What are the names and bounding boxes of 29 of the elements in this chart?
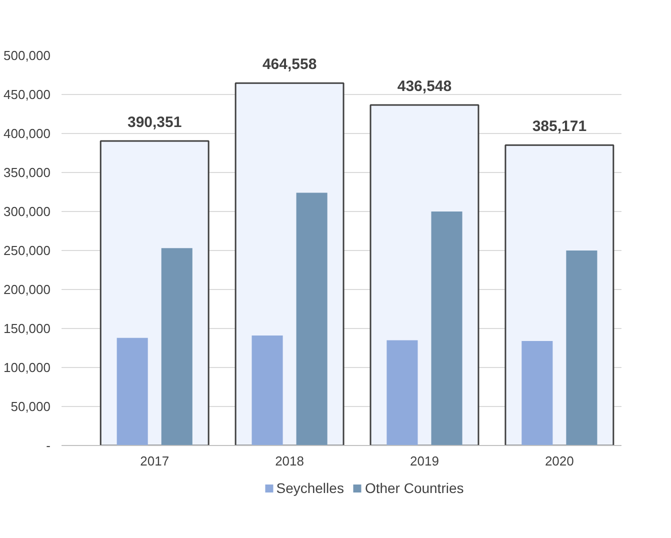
bar [252,336,283,446]
data-label: 385,171 [532,118,587,136]
x-tick-label: 2019 [410,454,439,468]
y-tick-label: 300,000 [4,204,51,219]
legend-label: Seychelles [276,480,344,496]
y-tick-label: 100,000 [4,360,51,375]
x-tick-label: 2020 [544,454,574,468]
bar [296,192,328,446]
y-tick-label: - [46,438,51,453]
data-label: 464,558 [262,56,317,74]
y-tick-label: 400,000 [4,126,51,141]
bar [116,338,148,446]
legend-label: Other Countries [364,480,464,496]
y-tick-label: 150,000 [4,321,51,336]
y-tick-label: 200,000 [4,282,51,297]
bar [431,212,462,446]
bar [566,250,598,446]
y-tick-label: 250,000 [4,243,51,258]
y-tick-label: 50,000 [10,399,51,414]
data-label: 436,548 [397,78,452,95]
y-tick-label: 450,000 [4,87,51,102]
bar [161,248,192,446]
y-tick-label: 500,000 [4,48,51,63]
y-tick-label: 350,000 [4,165,51,180]
bar [386,340,418,446]
x-tick-label: 2017 [140,454,170,468]
x-tick-label: 2018 [275,454,304,468]
data-label: 390,351 [128,114,182,132]
bar [522,340,553,446]
